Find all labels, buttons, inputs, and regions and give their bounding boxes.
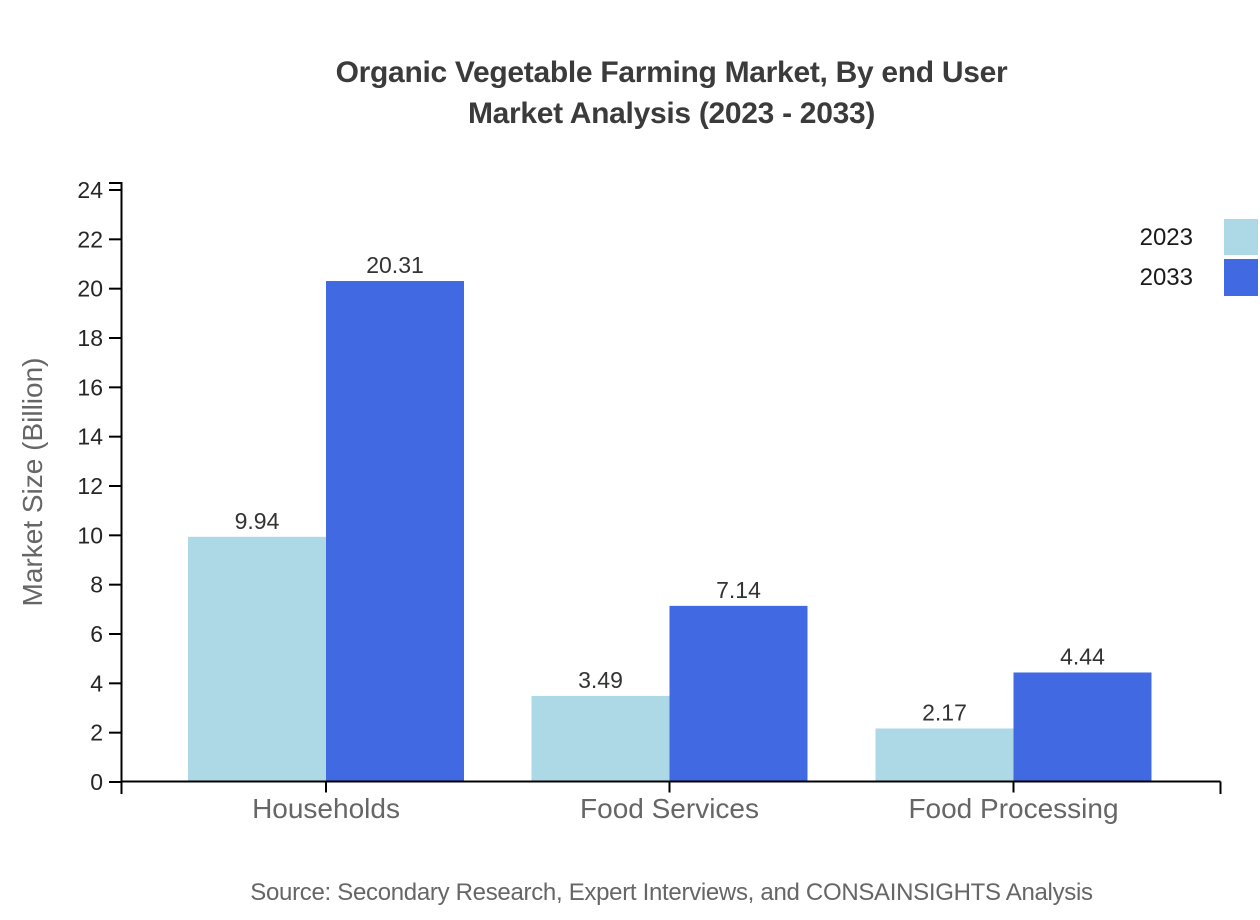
value-label: 2.17 <box>922 699 967 725</box>
y-tick-label: 14 <box>77 424 103 450</box>
category-label-food-processing: Food Processing <box>908 793 1118 824</box>
bar-2023-food-processing <box>875 728 1014 782</box>
legend-swatch-2033 <box>1224 259 1258 296</box>
value-label: 9.94 <box>235 508 280 534</box>
axis-lines <box>109 182 1222 794</box>
legend-label-2023: 2023 <box>1139 224 1193 251</box>
legend-swatch-2023 <box>1224 219 1258 255</box>
bar-2033-food-processing <box>1013 672 1152 782</box>
y-tick-label: 24 <box>77 177 103 203</box>
source-note: Source: Secondary Research, Expert Inter… <box>250 879 1093 906</box>
y-axis-title: Market Size (Billion) <box>17 358 48 607</box>
bar-2023-households <box>188 536 326 782</box>
y-tick-label: 20 <box>77 276 103 302</box>
bar-2033-food-services <box>669 605 808 782</box>
category-label-food-services: Food Services <box>580 793 759 824</box>
value-label: 20.31 <box>366 252 424 278</box>
category-label-households: Households <box>252 793 400 824</box>
y-tick-label: 6 <box>90 621 103 647</box>
y-tick-label: 4 <box>90 670 103 696</box>
bar-2033-households <box>326 281 464 782</box>
chart-title: Organic Vegetable Farming Market, By end… <box>122 52 1221 134</box>
y-tick-label: 10 <box>77 522 103 548</box>
y-tick-label: 0 <box>90 769 103 795</box>
value-label: 7.14 <box>716 577 761 603</box>
y-tick-label: 2 <box>90 720 103 746</box>
value-label: 3.49 <box>578 667 623 693</box>
bar-2023-food-services <box>531 695 670 782</box>
y-tick-label: 8 <box>90 572 103 598</box>
y-tick-label: 18 <box>77 325 103 351</box>
y-tick-label: 22 <box>77 226 103 252</box>
chart-title-line2: Market Analysis (2023 - 2033) <box>467 97 876 130</box>
chart-title-line1: Organic Vegetable Farming Market, By end… <box>335 56 1008 89</box>
y-tick-label: 16 <box>77 374 103 400</box>
legend-label-2033: 2033 <box>1139 264 1193 291</box>
y-tick-label: 12 <box>77 473 103 499</box>
value-label: 4.44 <box>1060 643 1105 669</box>
